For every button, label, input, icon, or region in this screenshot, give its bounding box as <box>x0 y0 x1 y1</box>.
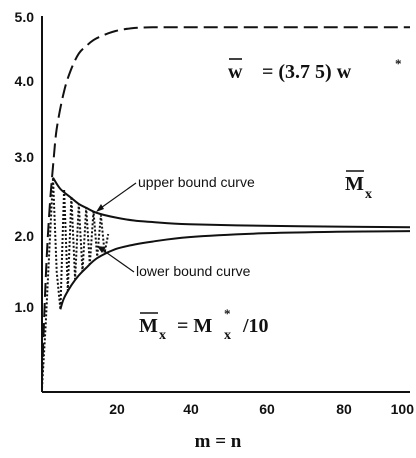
x-axis-title: m = n <box>195 431 242 452</box>
mx-equation: M x = M * x /10 <box>139 306 269 343</box>
y-tick-label-5: 5.0 <box>15 9 35 25</box>
mx-equation-rhs-sup: * <box>224 306 231 321</box>
x-tick-label-80: 80 <box>336 401 352 417</box>
w-equation-sup: * <box>395 56 402 71</box>
x-tick-label-40: 40 <box>183 401 199 417</box>
lower-bound-arrowhead <box>97 246 106 253</box>
series-zigzag-line <box>41 177 110 389</box>
mx-label-sub: x <box>365 187 372 202</box>
y-tick-label-4: 4.0 <box>15 73 35 89</box>
mx-equation-rhs-sub: x <box>224 328 231 343</box>
lower-bound-leader <box>99 247 135 273</box>
lower-bound-label: lower bound curve <box>136 263 251 279</box>
w-equation-rhs: = (3.7 5) w <box>262 61 352 83</box>
x-tick-labels: 20 40 60 80 100 <box>109 401 414 417</box>
y-tick-labels: 1.0 2.0 3.0 4.0 5.0 <box>15 9 35 315</box>
y-tick-label-1: 1.0 <box>15 299 35 315</box>
mx-curve-label: M x <box>345 170 372 202</box>
upper-bound-annotation: upper bound curve <box>96 174 255 212</box>
series-dashed-line <box>41 26 410 378</box>
x-tick-label-60: 60 <box>259 401 275 417</box>
upper-bound-arrowhead <box>96 204 104 212</box>
series-lower-bound-line <box>59 230 411 310</box>
upper-bound-label: upper bound curve <box>138 174 255 190</box>
mx-label-main: M <box>345 173 364 195</box>
x-tick-label-20: 20 <box>109 401 125 417</box>
w-equation-lhs: w <box>228 61 243 83</box>
mx-equation-lhs: M <box>139 315 158 337</box>
y-tick-label-2: 2.0 <box>15 228 35 244</box>
mx-equation-rhs: = M <box>177 315 212 337</box>
upper-bound-leader <box>97 182 137 211</box>
y-tick-label-3: 3.0 <box>15 149 35 165</box>
lower-bound-annotation: lower bound curve <box>97 246 251 279</box>
mx-equation-lhs-sub: x <box>159 328 166 343</box>
mx-equation-tail: /10 <box>242 315 269 337</box>
x-tick-label-100: 100 <box>391 401 415 417</box>
w-equation: w = (3.7 5) w * <box>228 56 402 83</box>
